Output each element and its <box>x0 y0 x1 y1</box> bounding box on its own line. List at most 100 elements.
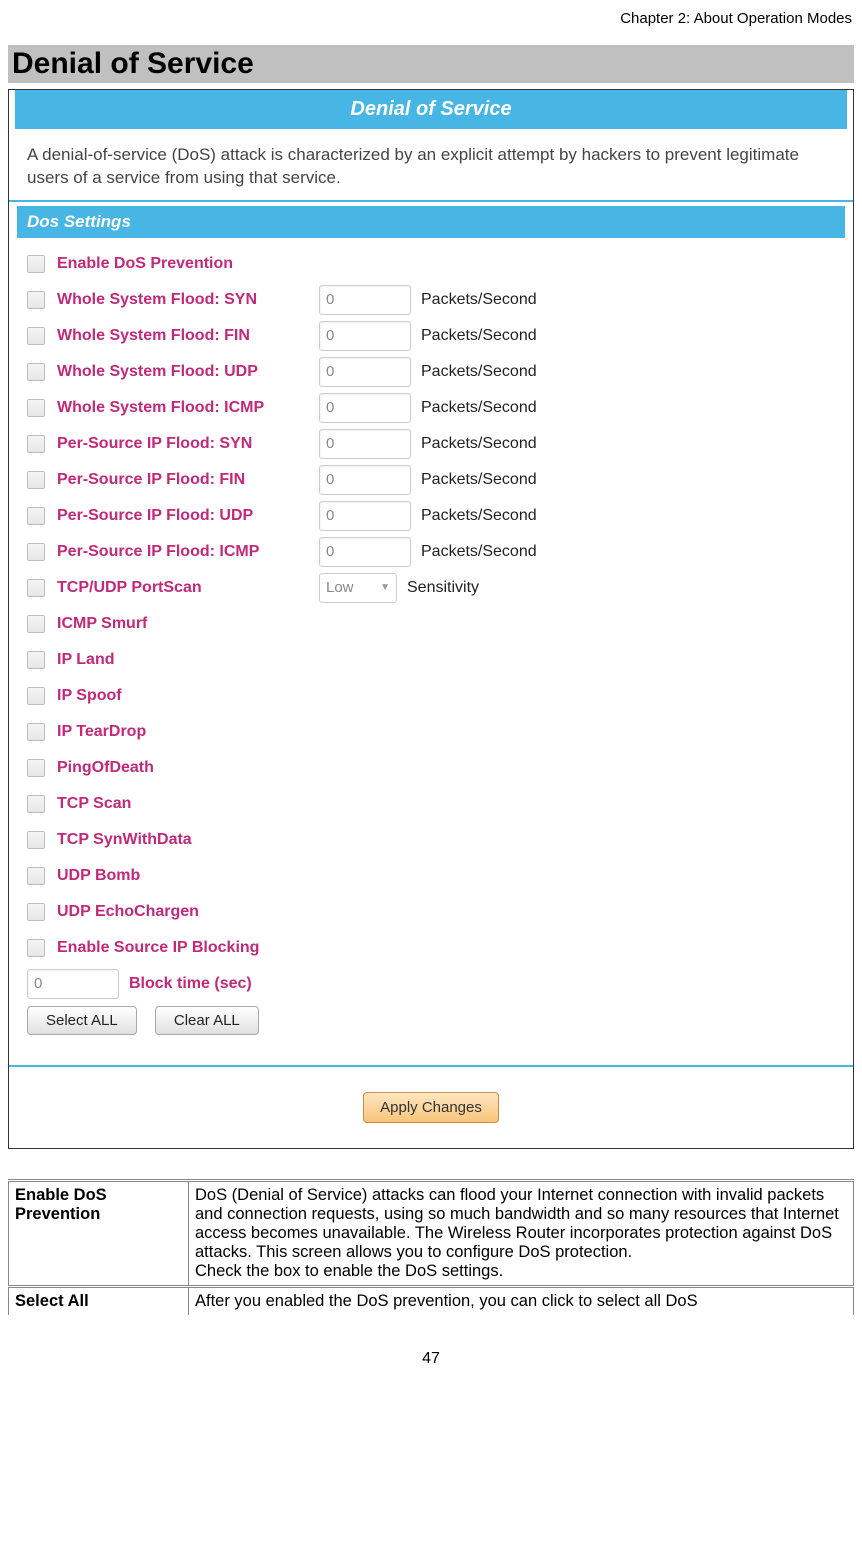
apply-changes-button[interactable]: Apply Changes <box>363 1092 499 1123</box>
flood-udp-checkbox[interactable] <box>27 363 45 381</box>
select-all-button[interactable]: Select ALL <box>27 1006 137 1035</box>
portscan-checkbox[interactable] <box>27 579 45 597</box>
psrc-udp-checkbox[interactable] <box>27 507 45 525</box>
page-number: 47 <box>8 1350 854 1368</box>
flood-syn-label: Whole System Flood: SYN <box>57 291 319 309</box>
enable-source-ip-blocking-checkbox[interactable] <box>27 939 45 957</box>
psrc-syn-row: Per-Source IP Flood: SYN Packets/Second <box>27 426 835 462</box>
description-table: Enable DoS Prevention DoS (Denial of Ser… <box>8 1179 854 1315</box>
pingofdeath-label: PingOfDeath <box>57 759 154 777</box>
tcp-synwithdata-checkbox[interactable] <box>27 831 45 849</box>
psrc-udp-row: Per-Source IP Flood: UDP Packets/Second <box>27 498 835 534</box>
ip-teardrop-checkbox[interactable] <box>27 723 45 741</box>
desc-value-selectall: After you enabled the DoS prevention, yo… <box>189 1286 854 1315</box>
flood-icmp-row: Whole System Flood: ICMP Packets/Second <box>27 390 835 426</box>
tcp-scan-row: TCP Scan <box>27 786 835 822</box>
udp-echochargen-row: UDP EchoChargen <box>27 894 835 930</box>
tcp-scan-checkbox[interactable] <box>27 795 45 813</box>
table-row: Enable DoS Prevention DoS (Denial of Ser… <box>9 1180 854 1286</box>
block-time-input[interactable] <box>27 969 119 999</box>
portscan-unit: Sensitivity <box>407 579 479 597</box>
footer-divider <box>9 1065 853 1067</box>
psrc-syn-input[interactable] <box>319 429 411 459</box>
icmp-smurf-row: ICMP Smurf <box>27 606 835 642</box>
chapter-header: Chapter 2: About Operation Modes <box>8 10 854 27</box>
ip-spoof-checkbox[interactable] <box>27 687 45 705</box>
udp-bomb-checkbox[interactable] <box>27 867 45 885</box>
psrc-icmp-checkbox[interactable] <box>27 543 45 561</box>
desc-value-enable: DoS (Denial of Service) attacks can floo… <box>189 1180 854 1286</box>
portscan-select-value: Low <box>326 579 354 596</box>
flood-syn-row: Whole System Flood: SYN Packets/Second <box>27 282 835 318</box>
ip-spoof-label: IP Spoof <box>57 687 122 705</box>
ip-land-label: IP Land <box>57 651 115 669</box>
table-row: Select All After you enabled the DoS pre… <box>9 1286 854 1315</box>
flood-fin-input[interactable] <box>319 321 411 351</box>
ip-spoof-row: IP Spoof <box>27 678 835 714</box>
portscan-row: TCP/UDP PortScan Low ▼ Sensitivity <box>27 570 835 606</box>
divider <box>9 200 853 202</box>
udp-echochargen-checkbox[interactable] <box>27 903 45 921</box>
psrc-fin-checkbox[interactable] <box>27 471 45 489</box>
desc-label-selectall: Select All <box>9 1286 189 1315</box>
flood-udp-input[interactable] <box>319 357 411 387</box>
flood-icmp-unit: Packets/Second <box>421 399 537 417</box>
psrc-icmp-unit: Packets/Second <box>421 543 537 561</box>
flood-fin-checkbox[interactable] <box>27 327 45 345</box>
tcp-synwithdata-row: TCP SynWithData <box>27 822 835 858</box>
enable-dos-row: Enable DoS Prevention <box>27 246 835 282</box>
ip-land-checkbox[interactable] <box>27 651 45 669</box>
flood-syn-input[interactable] <box>319 285 411 315</box>
ip-teardrop-row: IP TearDrop <box>27 714 835 750</box>
psrc-syn-checkbox[interactable] <box>27 435 45 453</box>
desc-label-enable: Enable DoS Prevention <box>9 1180 189 1286</box>
psrc-fin-label: Per-Source IP Flood: FIN <box>57 471 319 489</box>
section-title: Denial of Service <box>8 45 854 83</box>
psrc-fin-row: Per-Source IP Flood: FIN Packets/Second <box>27 462 835 498</box>
enable-source-ip-blocking-label: Enable Source IP Blocking <box>57 939 259 957</box>
portscan-label: TCP/UDP PortScan <box>57 579 319 597</box>
psrc-fin-unit: Packets/Second <box>421 471 537 489</box>
psrc-udp-unit: Packets/Second <box>421 507 537 525</box>
settings-header: Dos Settings <box>17 206 845 238</box>
icmp-smurf-checkbox[interactable] <box>27 615 45 633</box>
flood-udp-label: Whole System Flood: UDP <box>57 363 319 381</box>
psrc-udp-label: Per-Source IP Flood: UDP <box>57 507 319 525</box>
psrc-fin-input[interactable] <box>319 465 411 495</box>
enable-dos-checkbox[interactable] <box>27 255 45 273</box>
flood-udp-unit: Packets/Second <box>421 363 537 381</box>
flood-syn-unit: Packets/Second <box>421 291 537 309</box>
clear-all-button[interactable]: Clear ALL <box>155 1006 259 1035</box>
udp-echochargen-label: UDP EchoChargen <box>57 903 199 921</box>
block-time-label: Block time (sec) <box>129 975 252 993</box>
intro-text: A denial-of-service (DoS) attack is char… <box>9 144 853 200</box>
settings-body: Enable DoS Prevention Whole System Flood… <box>9 238 853 1002</box>
enable-dos-label: Enable DoS Prevention <box>57 255 233 273</box>
flood-fin-row: Whole System Flood: FIN Packets/Second <box>27 318 835 354</box>
psrc-udp-input[interactable] <box>319 501 411 531</box>
udp-bomb-row: UDP Bomb <box>27 858 835 894</box>
flood-icmp-input[interactable] <box>319 393 411 423</box>
flood-icmp-checkbox[interactable] <box>27 399 45 417</box>
screenshot-container: Denial of Service A denial-of-service (D… <box>8 89 854 1149</box>
enable-source-ip-blocking-row: Enable Source IP Blocking <box>27 930 835 966</box>
psrc-icmp-label: Per-Source IP Flood: ICMP <box>57 543 319 561</box>
flood-fin-label: Whole System Flood: FIN <box>57 327 319 345</box>
apply-row: Apply Changes <box>9 1092 853 1123</box>
flood-syn-checkbox[interactable] <box>27 291 45 309</box>
pingofdeath-row: PingOfDeath <box>27 750 835 786</box>
block-time-row: Block time (sec) <box>27 966 835 1002</box>
ip-teardrop-label: IP TearDrop <box>57 723 146 741</box>
psrc-icmp-input[interactable] <box>319 537 411 567</box>
page-banner: Denial of Service <box>15 90 847 129</box>
flood-icmp-label: Whole System Flood: ICMP <box>57 399 319 417</box>
psrc-icmp-row: Per-Source IP Flood: ICMP Packets/Second <box>27 534 835 570</box>
psrc-syn-label: Per-Source IP Flood: SYN <box>57 435 319 453</box>
chevron-down-icon: ▼ <box>380 582 390 593</box>
flood-udp-row: Whole System Flood: UDP Packets/Second <box>27 354 835 390</box>
tcp-scan-label: TCP Scan <box>57 795 131 813</box>
portscan-select[interactable]: Low ▼ <box>319 573 397 603</box>
ip-land-row: IP Land <box>27 642 835 678</box>
button-row: Select ALL Clear ALL <box>9 1002 853 1045</box>
pingofdeath-checkbox[interactable] <box>27 759 45 777</box>
